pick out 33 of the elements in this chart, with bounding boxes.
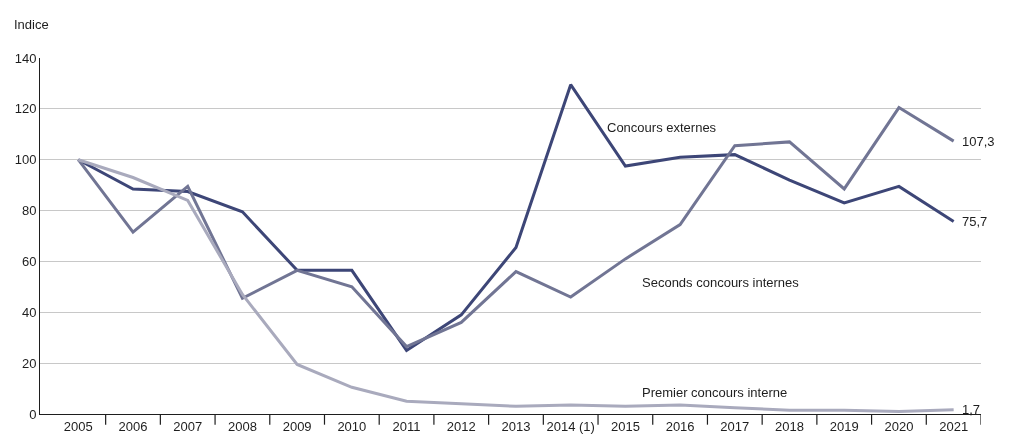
x-tick-label: 2015 bbox=[610, 418, 640, 434]
line-series bbox=[76, 158, 956, 413]
series-label: Premier concours interne bbox=[642, 385, 788, 400]
x-tick-label: 2011 bbox=[392, 418, 421, 434]
y-tick-label: 120 bbox=[14, 101, 37, 117]
x-tick-label: 2006 bbox=[118, 418, 148, 434]
x-tick-label: 2014 (1) bbox=[546, 418, 595, 434]
series-label: Concours externes bbox=[607, 120, 717, 135]
x-tick-label: 2009 bbox=[282, 418, 312, 434]
x-tick-label: 2018 bbox=[775, 418, 804, 434]
y-tick-label: 60 bbox=[21, 253, 37, 269]
y-tick-label: 40 bbox=[21, 304, 37, 320]
series-label: Seconds concours internes bbox=[642, 275, 800, 290]
x-tick-label: 2007 bbox=[173, 418, 203, 434]
x-tick-label: 2008 bbox=[227, 418, 257, 434]
x-tick-label: 2019 bbox=[829, 418, 859, 434]
x-tick-label: 2005 bbox=[63, 418, 93, 434]
data-label: 1,7 bbox=[962, 402, 981, 417]
y-tick-label: 100 bbox=[14, 152, 37, 168]
y-tick-label: 80 bbox=[21, 203, 37, 219]
y-tick-label: 0 bbox=[29, 406, 37, 422]
x-tick-label: 2021 bbox=[939, 418, 969, 434]
x-tick-label: 2013 bbox=[501, 418, 531, 434]
data-label: 107,3 bbox=[962, 134, 995, 149]
x-tick-label: 2012 bbox=[446, 418, 476, 434]
y-tick-label: 20 bbox=[21, 355, 37, 371]
x-tick-label: 2016 bbox=[665, 418, 695, 434]
y-axis-title: Indice bbox=[14, 17, 49, 32]
y-tick-label: 140 bbox=[14, 50, 37, 66]
data-label: 75,7 bbox=[962, 214, 988, 229]
x-tick-label: 2010 bbox=[337, 418, 367, 434]
x-tick-label: 2017 bbox=[720, 418, 750, 434]
x-tick-label: 2020 bbox=[884, 418, 914, 434]
